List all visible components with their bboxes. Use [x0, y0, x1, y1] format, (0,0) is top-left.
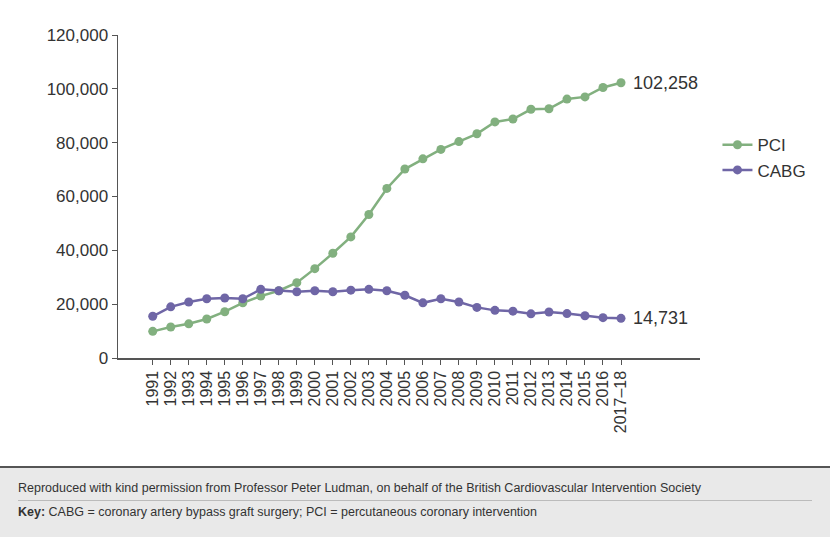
svg-text:2007: 2007	[432, 371, 449, 407]
svg-text:80,000: 80,000	[56, 134, 108, 153]
svg-text:2012: 2012	[522, 371, 539, 407]
svg-text:2000: 2000	[306, 371, 323, 407]
svg-text:1993: 1993	[180, 371, 197, 407]
svg-text:1991: 1991	[144, 371, 161, 407]
svg-text:2017–18: 2017–18	[612, 371, 629, 433]
svg-text:2016: 2016	[594, 371, 611, 407]
svg-text:0: 0	[99, 349, 108, 368]
svg-text:CABG: CABG	[757, 162, 805, 181]
svg-text:2010: 2010	[486, 371, 503, 407]
svg-text:2005: 2005	[396, 371, 413, 407]
svg-text:2011: 2011	[504, 371, 521, 406]
svg-text:2015: 2015	[576, 371, 593, 407]
svg-text:2013: 2013	[540, 371, 557, 407]
svg-text:1992: 1992	[162, 371, 179, 407]
html-text:Key: CABG = coronary artery by: Key: CABG = coronary artery bypass graft…	[18, 505, 537, 519]
svg-text:1997: 1997	[252, 371, 269, 407]
svg-text:60,000: 60,000	[56, 187, 108, 206]
svg-text:2003: 2003	[360, 371, 377, 407]
svg-text:2009: 2009	[468, 371, 485, 407]
svg-text:2014: 2014	[558, 371, 575, 407]
svg-text:120,000: 120,000	[47, 26, 108, 45]
svg-text:1994: 1994	[198, 371, 215, 407]
svg-text:1999: 1999	[288, 371, 305, 407]
svg-text:102,258: 102,258	[633, 73, 698, 93]
svg-text:PCI: PCI	[757, 136, 785, 155]
svg-text:1996: 1996	[234, 371, 251, 407]
svg-text:2002: 2002	[342, 371, 359, 407]
svg-text:100,000: 100,000	[47, 80, 108, 99]
svg-text:40,000: 40,000	[56, 241, 108, 260]
svg-text:2006: 2006	[414, 371, 431, 407]
svg-text:2008: 2008	[450, 371, 467, 407]
html-text:Reproduced with kind permissio: Reproduced with kind permission from Pro…	[18, 481, 701, 495]
svg-text:2001: 2001	[324, 371, 341, 407]
svg-text:14,731: 14,731	[633, 308, 688, 328]
svg-text:1995: 1995	[216, 371, 233, 407]
svg-text:20,000: 20,000	[56, 295, 108, 314]
svg-text:1998: 1998	[270, 371, 287, 407]
svg-text:2004: 2004	[378, 371, 395, 407]
